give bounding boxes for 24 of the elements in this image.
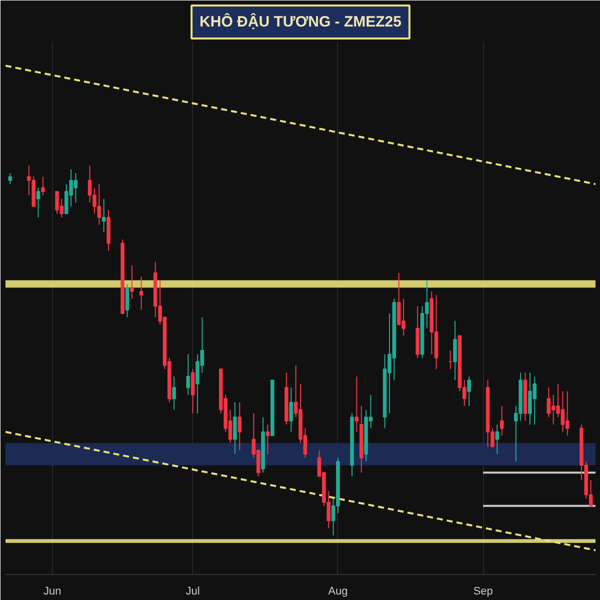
candlestick	[139, 276, 144, 310]
candlestick	[102, 198, 106, 233]
candlestick	[36, 187, 40, 218]
candlestick	[266, 424, 270, 455]
x-tick-label: Jun	[43, 586, 62, 598]
x-tick-label: Sep	[473, 586, 493, 598]
candlestick	[41, 176, 45, 196]
candlestick	[233, 402, 237, 455]
candlestick	[186, 354, 190, 396]
x-tick-label: Jul	[186, 586, 200, 598]
candlestick	[130, 264, 134, 300]
candlestick	[8, 172, 12, 185]
chart-title: KHÔ ĐẬU TƯƠNG - ZMEZ25	[200, 12, 402, 30]
candlestick	[453, 320, 457, 381]
candlestick	[289, 387, 294, 432]
candlestick	[467, 376, 471, 407]
candlestick	[495, 424, 500, 455]
candlestick	[354, 376, 359, 432]
candlestick	[190, 368, 195, 414]
x-tick-label: Aug	[328, 586, 348, 598]
candlestick	[172, 376, 176, 410]
candlestick	[238, 402, 242, 451]
candlestick	[125, 283, 130, 318]
candlestick	[500, 406, 504, 436]
